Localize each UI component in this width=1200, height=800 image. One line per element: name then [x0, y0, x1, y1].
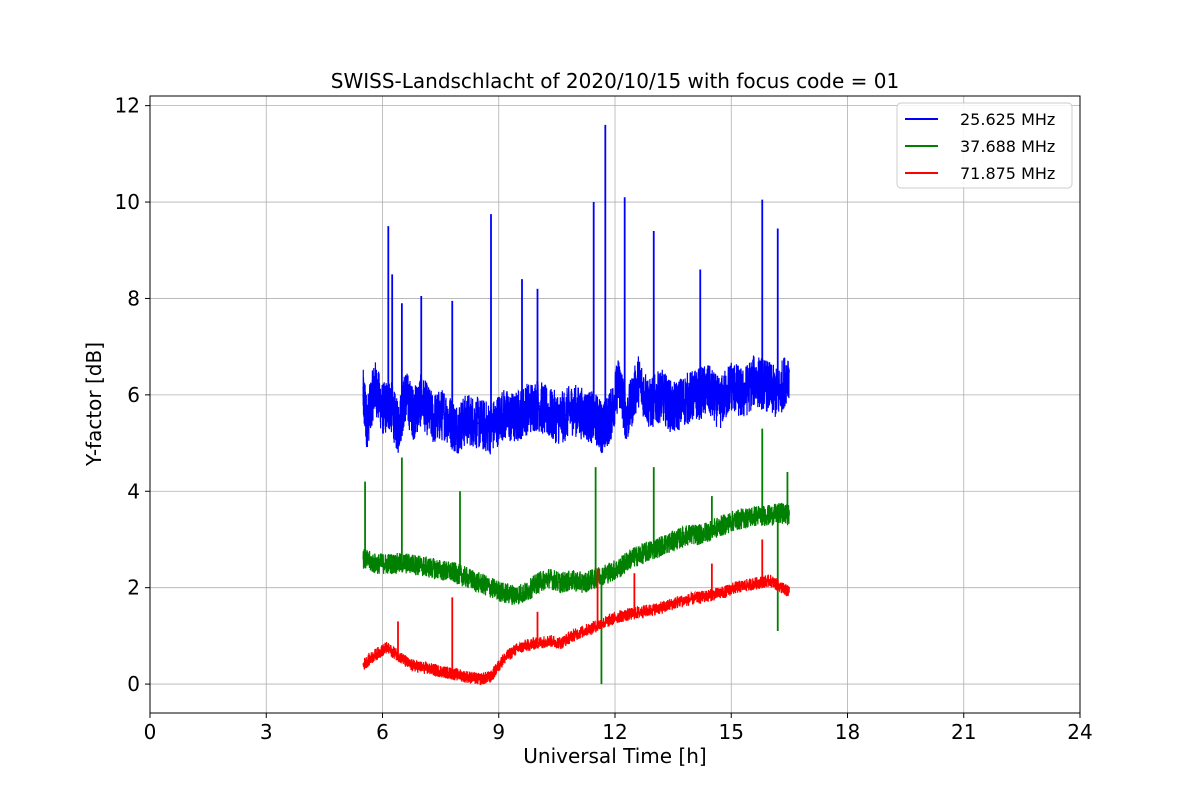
series-noise — [362, 502, 790, 606]
y-tick-label: 10 — [115, 190, 140, 214]
x-tick-label: 24 — [1067, 720, 1092, 744]
x-tick-label: 15 — [719, 720, 744, 744]
legend-label-0: 25.625 MHz — [960, 110, 1055, 129]
y-axis-label: Y-factor [dB] — [82, 342, 106, 467]
x-tick-label: 6 — [376, 720, 389, 744]
y-tick-label: 0 — [127, 672, 140, 696]
series-noise — [362, 574, 790, 686]
series-noise — [362, 355, 790, 455]
y-tick-label: 4 — [127, 479, 140, 503]
y-tick-label: 12 — [115, 94, 140, 118]
x-axis-label: Universal Time [h] — [523, 744, 706, 768]
plot-series — [362, 124, 791, 686]
chart-title: SWISS-Landschlacht of 2020/10/15 with fo… — [331, 69, 899, 93]
x-tick-label: 9 — [492, 720, 505, 744]
x-tick-label: 0 — [144, 720, 157, 744]
x-tick-label: 3 — [260, 720, 273, 744]
y-tick-label: 6 — [127, 383, 140, 407]
legend: 25.625 MHz 37.688 MHz 71.875 MHz — [896, 102, 1073, 189]
series-1 — [362, 428, 790, 685]
x-tick-label: 18 — [835, 720, 860, 744]
x-axis-ticks: 0 3 6 9 12 15 18 21 24 — [144, 713, 1093, 744]
y-tick-label: 8 — [127, 286, 140, 310]
y-tick-label: 2 — [127, 576, 140, 600]
series-0 — [362, 124, 791, 455]
x-tick-label: 12 — [602, 720, 627, 744]
x-tick-label: 21 — [951, 720, 976, 744]
series-2 — [362, 539, 790, 686]
legend-box — [896, 102, 1073, 189]
legend-label-2: 71.875 MHz — [960, 164, 1055, 183]
legend-label-1: 37.688 MHz — [960, 137, 1055, 156]
y-axis-ticks: 0 2 4 6 8 10 12 — [115, 94, 150, 696]
